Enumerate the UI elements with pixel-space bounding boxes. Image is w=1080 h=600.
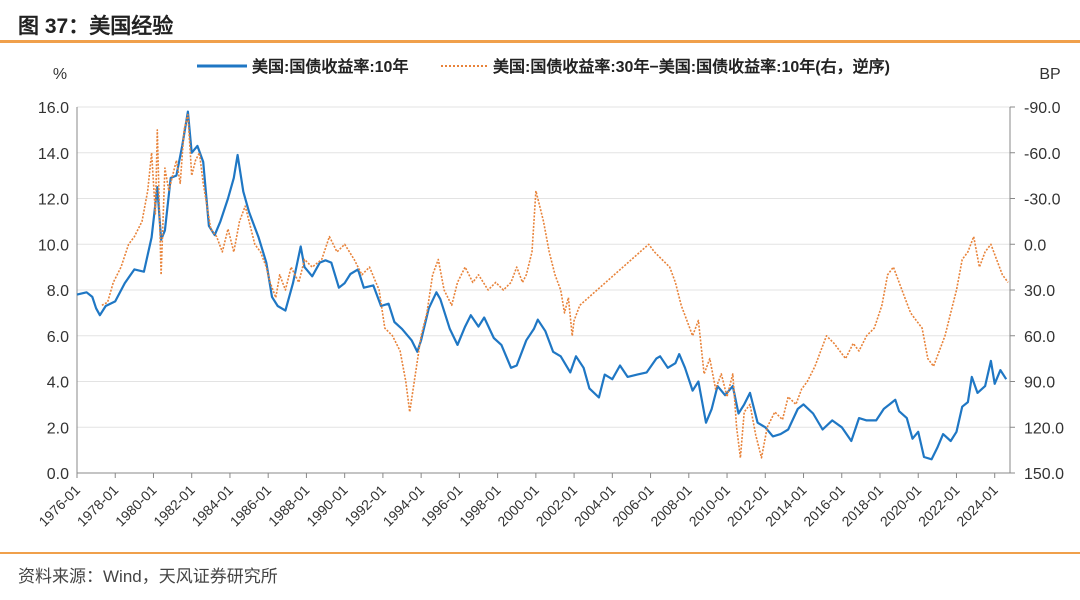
right-tick-label: 30.0 (1024, 283, 1055, 300)
x-tick-label: 1998-01 (456, 482, 504, 530)
series-line-10y (76, 110, 1008, 461)
x-tick-label: 1996-01 (418, 482, 466, 530)
right-tick-label: 120.0 (1024, 420, 1064, 437)
x-tick-label: 2008-01 (647, 482, 695, 530)
x-tick-label: 2020-01 (877, 482, 925, 530)
right-axis: -90.0 -60.0 -30.0 0.0 30.0 60.0 90.0 120.0 150.0… (1009, 66, 1064, 483)
right-tick-label: -90.0 (1024, 100, 1061, 117)
x-tick-label: 1984-01 (188, 482, 236, 530)
left-tick-label: 8.0 (47, 283, 69, 300)
right-tick-label: -60.0 (1024, 146, 1061, 163)
x-tick-label: 2012-01 (724, 482, 772, 530)
left-tick-label: 10.0 (38, 237, 69, 254)
x-tick-label: 2006-01 (609, 482, 657, 530)
x-tick-label: 1982-01 (150, 482, 198, 530)
x-tick-label: 2018-01 (838, 482, 886, 530)
x-tick-label: 1988-01 (265, 482, 313, 530)
x-tick-label: 1994-01 (380, 482, 428, 530)
left-tick-label: 14.0 (38, 146, 69, 163)
x-axis: 1976-011978-011980-011982-011984-011986-… (35, 472, 1010, 530)
x-tick-label: 2022-01 (915, 482, 963, 530)
x-tick-label: 2014-01 (762, 482, 810, 530)
left-tick-label: 12.0 (38, 192, 69, 209)
footer-rule (0, 552, 1080, 554)
right-tick-label: 60.0 (1024, 329, 1055, 346)
title-rule (0, 40, 1080, 43)
left-tick-label: 16.0 (38, 100, 69, 117)
left-tick-label: 2.0 (47, 420, 69, 437)
legend: 美国:国债收益率:10年 美国:国债收益率:30年−美国:国债收益率:10年(右，… (197, 57, 890, 76)
x-tick-label: 2004-01 (571, 482, 619, 530)
left-tick-label: 6.0 (47, 329, 69, 346)
left-tick-label: 0.0 (47, 466, 69, 483)
x-tick-label: 1980-01 (112, 482, 160, 530)
left-unit: % (53, 66, 67, 83)
yield-chart: 0.0 2.0 4.0 6.0 8.0 10.0 12.0 14.0 16.0% -90.0 -6… (35, 57, 1064, 530)
x-tick-label: 1978-01 (74, 482, 122, 530)
x-tick-label: 1976-01 (35, 482, 83, 530)
right-tick-label: -30.0 (1024, 192, 1061, 209)
left-axis: 0.0 2.0 4.0 6.0 8.0 10.0 12.0 14.0 16.0% (38, 66, 78, 483)
right-tick-label: 150.0 (1024, 466, 1064, 483)
right-tick-label: 90.0 (1024, 375, 1055, 392)
x-tick-label: 2002-01 (533, 482, 581, 530)
left-tick-label: 4.0 (47, 375, 69, 392)
x-tick-label: 2010-01 (686, 482, 734, 530)
source-note: 资料来源：Wind，天风证券研究所 (18, 567, 278, 586)
x-tick-label: 2016-01 (800, 482, 848, 530)
grid-lines (77, 106, 1010, 474)
legend-label-spread: 美国:国债收益率:30年−美国:国债收益率:10年(右，逆序) (493, 57, 890, 76)
x-tick-label: 2024-01 (953, 482, 1001, 530)
right-tick-label: 0.0 (1024, 237, 1046, 254)
x-tick-label: 1992-01 (341, 482, 389, 530)
right-unit: BP (1039, 66, 1060, 83)
series-lines (76, 110, 1009, 461)
x-tick-label: 1990-01 (303, 482, 351, 530)
x-tick-label: 2000-01 (494, 482, 542, 530)
legend-label-10y: 美国:国债收益率:10年 (252, 57, 408, 76)
figure-title: 图 37：美国经验 (18, 15, 174, 38)
series-line-spread (101, 113, 1009, 459)
x-tick-label: 1986-01 (227, 482, 275, 530)
